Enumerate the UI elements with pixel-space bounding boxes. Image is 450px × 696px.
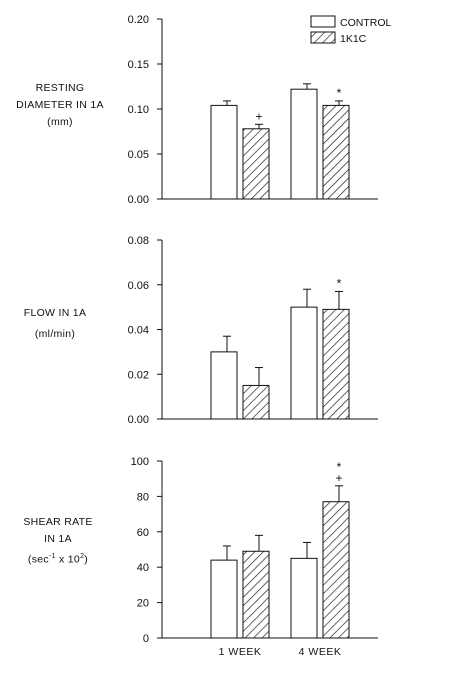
diameter-label-line-2: DIAMETER IN 1A xyxy=(16,99,104,111)
y-tick-label: 60 xyxy=(137,527,149,539)
y-tick-label: 0 xyxy=(143,633,149,645)
shear-label-line-2: IN 1A xyxy=(44,533,72,545)
y-tick-label: 0.10 xyxy=(128,104,149,116)
bar xyxy=(322,501,350,639)
y-tick-label: 20 xyxy=(137,598,149,610)
legend-swatch xyxy=(310,31,336,44)
diameter-label-line-1: RESTING xyxy=(35,82,85,94)
y-tick-label: 0.04 xyxy=(128,325,149,337)
shear-label-line-3: (sec-1 x 102) xyxy=(27,553,89,566)
bar xyxy=(290,88,318,200)
y-tick-label: 0.06 xyxy=(128,280,149,292)
significance-mark: * xyxy=(337,276,342,290)
bar xyxy=(242,128,270,200)
significance-mark: + xyxy=(335,471,342,485)
bar xyxy=(322,104,350,200)
y-tick-label: 0.15 xyxy=(128,59,149,71)
y-tick-label: 0.00 xyxy=(128,414,149,426)
bar xyxy=(210,351,238,420)
significance-mark: * xyxy=(337,86,342,100)
significance-mark: + xyxy=(255,109,262,123)
y-tick-label: 40 xyxy=(137,562,149,574)
y-tick-label: 0.20 xyxy=(128,14,149,26)
flow-label-line-2: (ml/min) xyxy=(34,328,76,340)
diameter-label-line-3: (mm) xyxy=(47,116,73,128)
shear-axis-label: SHEAR RATE IN 1A (sec-1 x 102) xyxy=(10,514,106,569)
bar xyxy=(210,104,238,200)
y-tick-label: 80 xyxy=(137,491,149,503)
bar xyxy=(242,550,270,639)
y-tick-label: 0.08 xyxy=(128,235,149,247)
diameter-axis-label: RESTING DIAMETER IN 1A (mm) xyxy=(10,80,110,131)
legend-swatch xyxy=(310,15,336,28)
bar xyxy=(322,308,350,420)
bar xyxy=(290,557,318,639)
y-tick-label: 0.00 xyxy=(128,194,149,206)
bar xyxy=(290,306,318,420)
significance-mark: * xyxy=(337,460,342,474)
flow-axis-label: FLOW IN 1A (ml/min) xyxy=(10,305,100,343)
y-tick-label: 100 xyxy=(131,456,149,468)
flow-label-line-1: FLOW IN 1A xyxy=(23,307,87,319)
shear-label-line-1: SHEAR RATE xyxy=(23,516,93,528)
y-tick-label: 0.02 xyxy=(128,369,149,381)
legend-label: CONTROL xyxy=(340,17,391,29)
bar xyxy=(210,559,238,639)
x-tick-label: 4 WEEK xyxy=(299,646,342,658)
y-tick-label: 0.05 xyxy=(128,149,149,161)
x-tick-label: 1 WEEK xyxy=(219,646,262,658)
bar xyxy=(242,384,270,420)
legend-label: 1K1C xyxy=(340,33,367,45)
